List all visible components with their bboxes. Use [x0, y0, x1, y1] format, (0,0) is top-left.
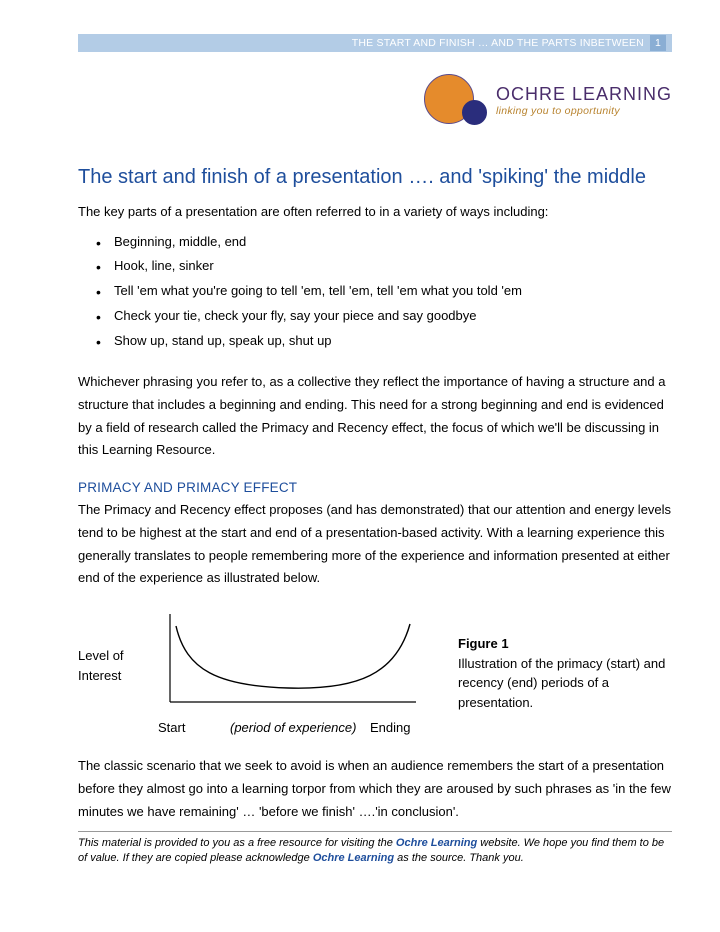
logo: OCHRE LEARNING linking you to opportunit… — [420, 70, 672, 130]
figure-caption: Figure 1 Illustration of the primacy (st… — [428, 608, 672, 712]
x-label-start: Start — [158, 720, 230, 735]
page-number: 1 — [650, 35, 666, 51]
list-item: Hook, line, sinker — [114, 254, 672, 279]
paragraph-1: Whichever phrasing you refer to, as a co… — [78, 371, 672, 462]
figure-y-label: Level of Interest — [78, 608, 158, 685]
list-item: Tell 'em what you're going to tell 'em, … — [114, 279, 672, 304]
figure-x-axis-labels: Start (period of experience) Ending — [78, 720, 672, 735]
logo-block: OCHRE LEARNING linking you to opportunit… — [78, 70, 672, 130]
list-item: Check your tie, check your fly, say your… — [114, 304, 672, 329]
x-label-end: Ending — [370, 720, 410, 735]
section-subhead: PRIMACY AND PRIMACY EFFECT — [78, 480, 672, 495]
footer-brand: Ochre Learning — [313, 852, 394, 864]
list-item: Show up, stand up, speak up, shut up — [114, 329, 672, 354]
logo-tagline: linking you to opportunity — [496, 105, 672, 117]
figure-1: Level of Interest Figure 1 Illustration … — [78, 608, 672, 718]
page-header-bar: THE START AND FINISH … AND THE PARTS INB… — [78, 34, 672, 52]
list-item: Beginning, middle, end — [114, 230, 672, 255]
x-label-mid: (period of experience) — [230, 720, 370, 735]
figure-caption-body: Illustration of the primacy (start) and … — [458, 656, 665, 710]
bullet-list: Beginning, middle, end Hook, line, sinke… — [78, 230, 672, 353]
footer-divider — [78, 831, 672, 832]
figure-chart — [158, 608, 428, 718]
intro-text: The key parts of a presentation are ofte… — [78, 201, 672, 224]
header-text: THE START AND FINISH … AND THE PARTS INB… — [352, 37, 644, 49]
page-title: The start and finish of a presentation …… — [78, 166, 672, 189]
footer-text: This material is provided to you as a fr… — [78, 836, 672, 866]
logo-circles-icon — [420, 70, 492, 130]
primacy-curve-icon — [158, 608, 428, 718]
logo-title: OCHRE LEARNING — [496, 84, 672, 105]
footer-brand: Ochre Learning — [396, 837, 477, 849]
paragraph-2: The Primacy and Recency effect proposes … — [78, 499, 672, 590]
paragraph-3: The classic scenario that we seek to avo… — [78, 755, 672, 823]
figure-caption-title: Figure 1 — [458, 636, 509, 651]
